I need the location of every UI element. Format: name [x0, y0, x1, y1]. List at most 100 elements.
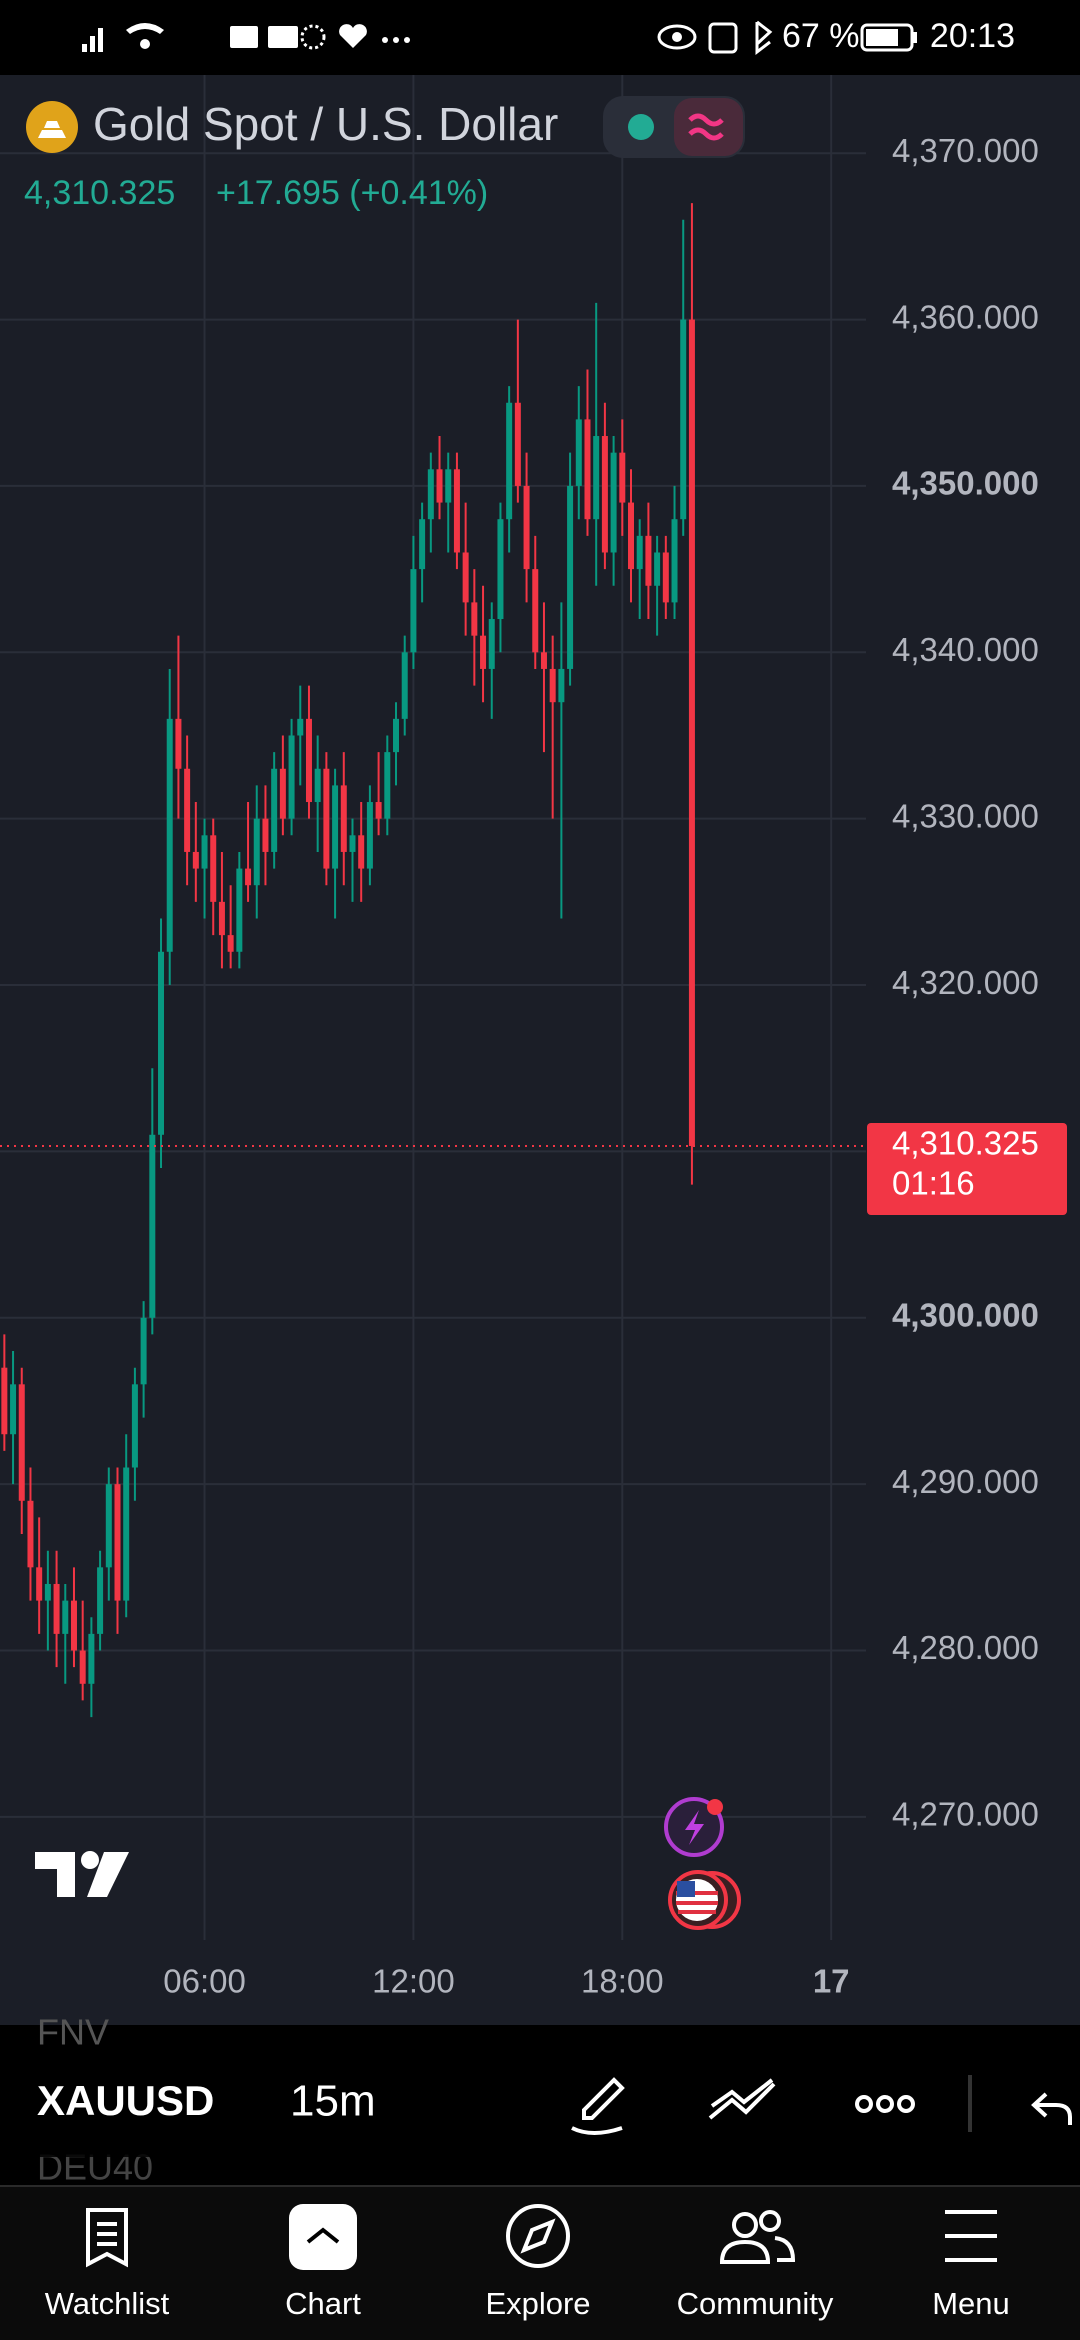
nav-labels: Watchlist Chart Explore Community Menu	[45, 2286, 1010, 2321]
trend-button[interactable]	[708, 2078, 776, 2120]
candle-body	[567, 485, 574, 669]
clock: 20:13	[930, 17, 1015, 55]
candle-body	[62, 1600, 69, 1634]
candle-body	[210, 835, 217, 902]
candle-body	[488, 619, 495, 669]
x-tick-label: 06:00	[163, 1963, 246, 2000]
candle-body	[671, 519, 678, 603]
status-icons	[82, 20, 917, 56]
candle-body	[201, 835, 208, 869]
candle-body	[18, 1384, 25, 1501]
realtime-icon	[688, 113, 724, 141]
candle-body	[558, 668, 565, 703]
candle-body	[271, 768, 278, 852]
candle-body	[436, 469, 443, 503]
symbol-button[interactable]: XAUUSD	[37, 2077, 214, 2124]
nav-label[interactable]: Watchlist	[45, 2286, 170, 2321]
candle-body	[575, 419, 582, 486]
nav-label[interactable]: Menu	[932, 2286, 1010, 2321]
symbol-icon-glyph	[38, 121, 66, 138]
candle-body	[471, 602, 478, 636]
candle-body	[540, 652, 547, 669]
candle-body	[245, 868, 252, 886]
candle-body	[349, 835, 356, 852]
grid	[0, 75, 866, 1940]
y-tick-label: 4,320.000	[892, 964, 1039, 1001]
toolbar-icons	[571, 2075, 1072, 2135]
tradingview-logo	[35, 1851, 129, 1897]
y-tick-label: 4,350.000	[892, 465, 1039, 502]
candle-body	[149, 1134, 156, 1318]
candle-body	[114, 1484, 121, 1601]
nav-bar	[0, 2185, 1080, 2340]
candle-body	[532, 569, 539, 653]
candle-body	[393, 718, 400, 753]
candle-body	[662, 552, 669, 603]
candle-body	[340, 785, 347, 852]
y-tick-label: 4,370.000	[892, 132, 1039, 169]
header-price: 4,310.325	[24, 174, 175, 212]
candle-body	[297, 718, 304, 736]
candle-body	[1, 1367, 8, 1435]
candle-body	[184, 768, 191, 852]
y-tick-label: 4,360.000	[892, 298, 1039, 335]
candle-body	[253, 818, 260, 886]
draw-button[interactable]	[571, 2077, 625, 2135]
interval-button[interactable]: 15m	[290, 2077, 376, 2126]
last-price-label: 4,310.325	[892, 1125, 1039, 1162]
bar-countdown: 01:16	[892, 1165, 975, 1202]
market-open-dot	[628, 114, 654, 140]
candle-body	[79, 1650, 86, 1684]
nav-icons	[86, 2204, 997, 2270]
candle-body	[523, 485, 530, 570]
y-tick-label: 4,330.000	[892, 797, 1039, 834]
axes: 4,270.000 4,280.000 4,290.000 4,300.000 4,31…	[0, 132, 1067, 2000]
header-change: +17.695 (+0.41%)	[216, 174, 488, 212]
candle-body	[140, 1317, 147, 1385]
nav-label[interactable]: Community	[677, 2286, 834, 2321]
us-flag-canton	[677, 1881, 695, 1897]
candle-body	[401, 652, 408, 719]
candle-body	[619, 452, 626, 503]
y-tick-label: 4,300.000	[892, 1296, 1039, 1333]
candle-body	[636, 535, 643, 570]
candle-body	[584, 419, 591, 520]
candle-body	[27, 1500, 34, 1568]
candle-body	[366, 802, 373, 869]
candle-body	[192, 851, 199, 869]
chart-area	[0, 75, 1080, 2025]
candle-body	[323, 768, 330, 869]
candle-body	[680, 319, 687, 520]
candle-body	[384, 752, 391, 819]
candle-body	[358, 835, 365, 869]
candle-body	[480, 635, 487, 669]
candle-body	[601, 436, 608, 553]
candle-body	[288, 735, 295, 819]
candle-body	[123, 1467, 130, 1601]
candle-body	[453, 469, 460, 553]
candle-body	[88, 1633, 95, 1684]
candle-body	[506, 402, 513, 520]
candle-body	[593, 436, 600, 520]
last-price-box	[867, 1123, 1067, 1216]
candle-body	[645, 535, 652, 586]
y-tick-label: 4,290.000	[892, 1463, 1039, 1500]
candle-body	[10, 1384, 17, 1435]
chart-title: Gold Spot / U.S. Dollar	[93, 98, 558, 150]
nav-label[interactable]: Chart	[285, 2286, 361, 2321]
nav-label[interactable]: Explore	[485, 2286, 590, 2321]
candle-body	[236, 868, 243, 952]
candle-body	[497, 519, 504, 620]
candle-body	[610, 452, 617, 553]
candle-body	[314, 768, 321, 803]
candle-body	[628, 502, 635, 570]
candles	[1, 203, 695, 1718]
candle-body	[375, 802, 382, 819]
candle-body	[688, 319, 695, 1147]
candle-body	[279, 768, 286, 819]
candle-body	[262, 818, 269, 852]
undo-button[interactable]	[1031, 2092, 1072, 2125]
x-tick-label: 17	[813, 1963, 850, 2000]
